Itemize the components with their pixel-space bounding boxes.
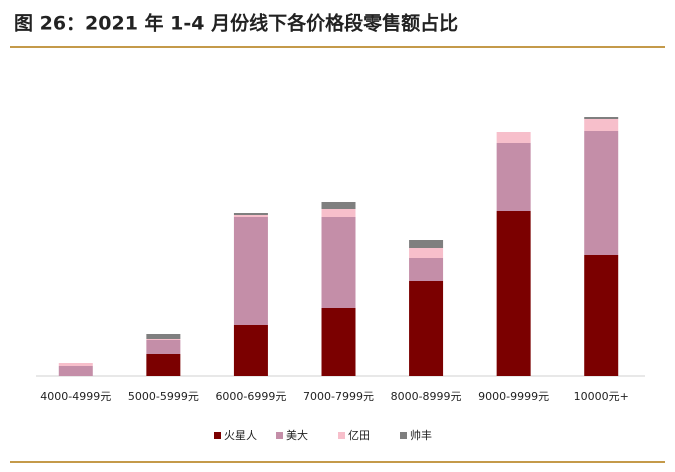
legend-swatch: [214, 432, 221, 439]
bar-segment: [496, 211, 531, 376]
bar-segment: [496, 132, 531, 143]
bar-segment: [321, 217, 356, 308]
bar-segment: [409, 248, 444, 258]
chart-title: 图 26：2021 年 1-4 月份线下各价格段零售额占比: [14, 12, 458, 35]
x-tick-label: 8000-8999元: [391, 390, 462, 403]
bar-segment: [496, 143, 531, 211]
bar-segment: [584, 119, 619, 131]
legend-label: 火星人: [224, 429, 257, 442]
x-tick-label: 6000-6999元: [215, 390, 286, 403]
legend-swatch: [338, 432, 345, 439]
bar-segment: [321, 209, 356, 217]
bar-segment: [233, 213, 268, 215]
x-tick-label: 7000-7999元: [303, 390, 374, 403]
bar-segment: [409, 240, 444, 248]
bar-segment: [584, 117, 619, 119]
bar-segment: [58, 363, 93, 366]
x-tick-label: 5000-5999元: [128, 390, 199, 403]
bar-segment: [58, 366, 93, 376]
legend-swatch: [400, 432, 407, 439]
bar-segment: [146, 339, 181, 340]
bar-segment: [409, 258, 444, 281]
legend-label: 亿田: [348, 429, 370, 442]
bar-segment: [584, 131, 619, 255]
bar-segment: [321, 308, 356, 376]
bar-segment: [233, 325, 268, 376]
legend-label: 帅丰: [410, 429, 432, 442]
bar-segment: [584, 255, 619, 376]
bar-segment: [146, 354, 181, 376]
bar-segment: [146, 334, 181, 339]
legend-swatch: [276, 432, 283, 439]
x-tick-label: 9000-9999元: [478, 390, 549, 403]
x-tick-label: 10000元+: [574, 390, 629, 403]
bar-segment: [233, 215, 268, 217]
bar-segment: [146, 340, 181, 354]
bar-segment: [321, 202, 356, 209]
x-tick-label: 4000-4999元: [40, 390, 111, 403]
bar-segment: [233, 217, 268, 325]
bar-segment: [409, 281, 444, 376]
legend-label: 美大: [286, 428, 308, 442]
